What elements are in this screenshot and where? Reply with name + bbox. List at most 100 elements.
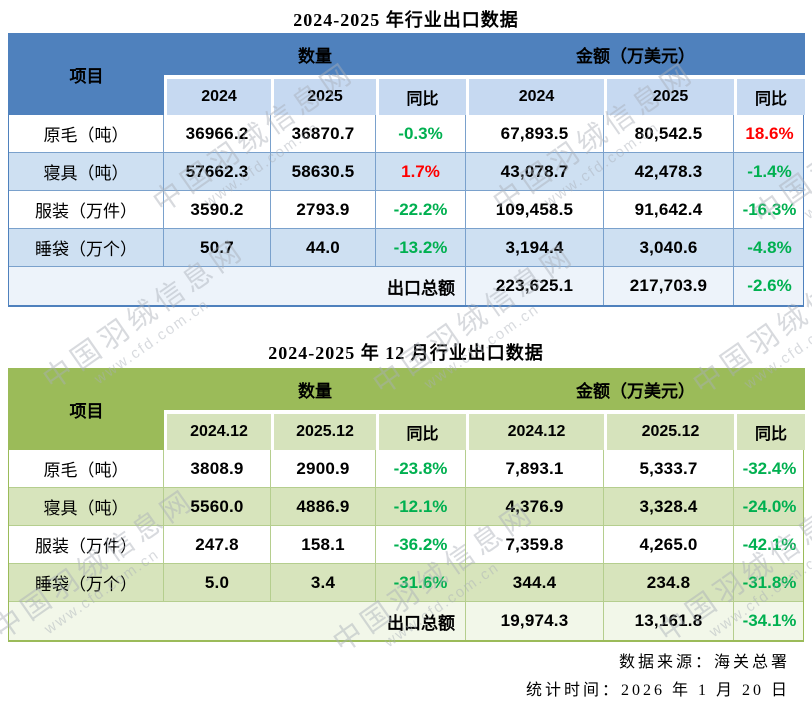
- total-yoy-cell: -2.6%: [747, 276, 792, 295]
- yoy-cell: -22.2%: [376, 191, 466, 228]
- value-cell: 247.8: [164, 526, 271, 563]
- table1-subheader-row: 2024 2025 同比 2024 2025 同比: [164, 79, 805, 115]
- total-yoy-cell: -34.1%: [742, 611, 797, 630]
- table1-title: 2024-2025 年行业出口数据: [293, 10, 519, 30]
- table1-subheader: 2024: [466, 79, 604, 115]
- yoy-cell: 1.7%: [376, 153, 466, 190]
- value-cell: 158.1: [271, 526, 376, 563]
- table2-subheader: 2025.12: [271, 414, 376, 450]
- value-cell: 109,458.5: [466, 191, 604, 228]
- row-label: 服装（万件）: [9, 526, 164, 563]
- yoy-cell: -32.4%: [742, 458, 797, 478]
- table2-title: 2024-2025 年 12 月行业出口数据: [268, 343, 544, 363]
- table1-subheader: 同比: [734, 79, 805, 115]
- value-cell: 2793.9: [271, 191, 376, 228]
- table2-group-amount: 金额（万美元）: [576, 381, 695, 401]
- yoy-cell: -42.1%: [742, 534, 797, 554]
- yoy-cell: -4.8%: [747, 237, 792, 257]
- value-cell: 4,265.0: [604, 526, 734, 563]
- table-row: 寝具（吨） 5560.0 4886.9 -12.1% 4,376.9 3,328…: [9, 488, 803, 526]
- table2-subheader: 同比: [376, 414, 466, 450]
- table1-subheader: 2025: [604, 79, 734, 115]
- table2-group-quantity: 数量: [298, 381, 332, 401]
- value-cell: 234.8: [604, 564, 734, 601]
- total-row: 出口总额 223,625.1 217,703.9 -2.6%: [9, 267, 803, 305]
- value-cell: 43,078.7: [466, 153, 604, 190]
- value-cell: 80,542.5: [604, 115, 734, 152]
- yoy-cell: -12.1%: [376, 488, 466, 525]
- value-cell: 2900.9: [271, 450, 376, 487]
- header-divider: [164, 75, 805, 79]
- yoy-cell: -0.3%: [376, 115, 466, 152]
- row-label: 睡袋（万个）: [9, 229, 164, 266]
- value-cell: 4,376.9: [466, 488, 604, 525]
- yoy-cell: 18.6%: [745, 123, 794, 143]
- value-cell: 91,642.4: [604, 191, 734, 228]
- yoy-cell: -36.2%: [376, 526, 466, 563]
- total-row: 出口总额 19,974.3 13,161.8 -34.1%: [9, 602, 803, 640]
- total-value-cell: 217,703.9: [604, 267, 734, 305]
- value-cell: 67,893.5: [466, 115, 604, 152]
- value-cell: 5560.0: [164, 488, 271, 525]
- table1-group-amount: 金额（万美元）: [576, 46, 695, 66]
- table-row: 睡袋（万个） 5.0 3.4 -31.6% 344.4 234.8 -31.8%: [9, 564, 803, 602]
- row-label: 寝具（吨）: [9, 488, 164, 525]
- total-value-cell: 19,974.3: [466, 602, 604, 640]
- table1-corner-header: 项目: [9, 33, 164, 115]
- value-cell: 3,194.4: [466, 229, 604, 266]
- yoy-cell: -31.6%: [376, 564, 466, 601]
- data-source-note: 数据来源：海关总署: [618, 654, 790, 671]
- value-cell: 3808.9: [164, 450, 271, 487]
- yoy-cell: -13.2%: [376, 229, 466, 266]
- table1-subheader: 2024: [164, 79, 271, 115]
- total-label: 出口总额: [9, 267, 466, 305]
- table-row: 服装（万件） 247.8 158.1 -36.2% 7,359.8 4,265.…: [9, 526, 803, 564]
- value-cell: 3,328.4: [604, 488, 734, 525]
- total-label: 出口总额: [9, 602, 466, 640]
- yoy-cell: -31.8%: [742, 572, 797, 592]
- value-cell: 36966.2: [164, 115, 271, 152]
- value-cell: 3,040.6: [604, 229, 734, 266]
- yoy-cell: -24.0%: [742, 496, 797, 516]
- row-label: 原毛（吨）: [9, 450, 164, 487]
- yoy-cell: -23.8%: [376, 450, 466, 487]
- header-divider: [164, 410, 805, 414]
- value-cell: 44.0: [271, 229, 376, 266]
- annual-export-table: 项目 数量 金额（万美元） 2024 2025 同比 2024 2025 同比 …: [8, 33, 805, 307]
- yoy-cell: -1.4%: [747, 161, 792, 181]
- table2-subheader: 同比: [734, 414, 805, 450]
- december-export-table: 项目 数量 金额（万美元） 2024.12 2025.12 同比 2024.12…: [8, 368, 805, 642]
- value-cell: 50.7: [164, 229, 271, 266]
- table-row: 原毛（吨） 36966.2 36870.7 -0.3% 67,893.5 80,…: [9, 115, 803, 153]
- table2-subheader: 2025.12: [604, 414, 734, 450]
- value-cell: 7,893.1: [466, 450, 604, 487]
- table2-corner-header: 项目: [9, 368, 164, 450]
- table1-group-quantity: 数量: [298, 46, 332, 66]
- yoy-cell: -16.3%: [742, 199, 797, 219]
- table2-subheader-row: 2024.12 2025.12 同比 2024.12 2025.12 同比: [164, 414, 805, 450]
- statistics-time-note: 统计时间：2026 年 1 月 20 日: [525, 682, 790, 699]
- table-row: 原毛（吨） 3808.9 2900.9 -23.8% 7,893.1 5,333…: [9, 450, 803, 488]
- value-cell: 7,359.8: [466, 526, 604, 563]
- value-cell: 344.4: [466, 564, 604, 601]
- value-cell: 42,478.3: [604, 153, 734, 190]
- table-row: 服装（万件） 3590.2 2793.9 -22.2% 109,458.5 91…: [9, 191, 803, 229]
- value-cell: 3.4: [271, 564, 376, 601]
- table1-subheader: 2025: [271, 79, 376, 115]
- value-cell: 36870.7: [271, 115, 376, 152]
- table2-subheader: 2024.12: [466, 414, 604, 450]
- value-cell: 58630.5: [271, 153, 376, 190]
- total-value-cell: 13,161.8: [604, 602, 734, 640]
- table-row: 寝具（吨） 57662.3 58630.5 1.7% 43,078.7 42,4…: [9, 153, 803, 191]
- table1-header: 项目 数量 金额（万美元） 2024 2025 同比 2024 2025 同比: [9, 33, 805, 115]
- row-label: 睡袋（万个）: [9, 564, 164, 601]
- row-label: 服装（万件）: [9, 191, 164, 228]
- table-row: 睡袋（万个） 50.7 44.0 -13.2% 3,194.4 3,040.6 …: [9, 229, 803, 267]
- value-cell: 57662.3: [164, 153, 271, 190]
- row-label: 寝具（吨）: [9, 153, 164, 190]
- value-cell: 5,333.7: [604, 450, 734, 487]
- row-label: 原毛（吨）: [9, 115, 164, 152]
- value-cell: 5.0: [164, 564, 271, 601]
- value-cell: 3590.2: [164, 191, 271, 228]
